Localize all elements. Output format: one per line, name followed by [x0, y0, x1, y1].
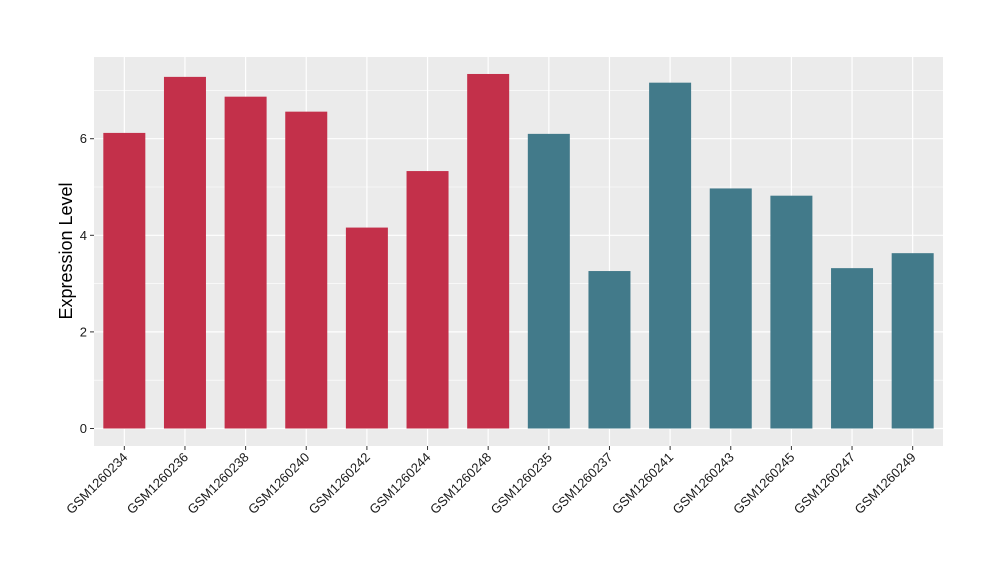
bar-gsm1260244 [406, 171, 449, 429]
x-tick-label: GSM1260244 [366, 450, 433, 517]
y-tick-label: 6 [80, 131, 87, 146]
x-tick-label: GSM1260249 [851, 450, 918, 517]
bar-gsm1260249 [891, 253, 934, 429]
bar-gsm1260240 [285, 111, 328, 429]
y-tick-label: 0 [80, 421, 87, 436]
plot-panel [94, 57, 943, 446]
bars [103, 73, 934, 429]
x-tick-label: GSM1260236 [124, 450, 191, 517]
bar-gsm1260241 [649, 82, 692, 429]
x-tick-label: GSM1260240 [245, 450, 312, 517]
x-axis: GSM1260234GSM1260236GSM1260238GSM1260240… [63, 446, 919, 517]
x-tick-label: GSM1260234 [63, 450, 130, 517]
bar-gsm1260237 [588, 271, 631, 429]
x-tick-label: GSM1260243 [670, 450, 737, 517]
x-tick-label: GSM1260241 [609, 450, 676, 517]
x-tick-label: GSM1260247 [791, 450, 858, 517]
y-tick-label: 4 [80, 228, 87, 243]
y-tick-label: 2 [80, 324, 87, 339]
x-tick-label: GSM1260242 [306, 450, 373, 517]
x-tick-label: GSM1260235 [488, 450, 555, 517]
x-tick-label: GSM1260248 [427, 450, 494, 517]
bar-gsm1260248 [467, 73, 510, 429]
y-axis: 0 2 4 6 [80, 131, 94, 436]
bar-gsm1260247 [831, 268, 874, 429]
y-axis-title: Expression Level [56, 182, 76, 319]
bar-gsm1260238 [224, 96, 267, 429]
bar-gsm1260235 [527, 133, 570, 429]
bar-gsm1260242 [345, 227, 388, 429]
bar-gsm1260245 [770, 195, 813, 429]
bar-gsm1260234 [103, 132, 146, 429]
bar-gsm1260243 [709, 188, 752, 429]
x-tick-label: GSM1260237 [548, 450, 615, 517]
bar-gsm1260236 [163, 76, 206, 429]
x-tick-label: GSM1260238 [184, 450, 251, 517]
x-tick-label: GSM1260245 [730, 450, 797, 517]
